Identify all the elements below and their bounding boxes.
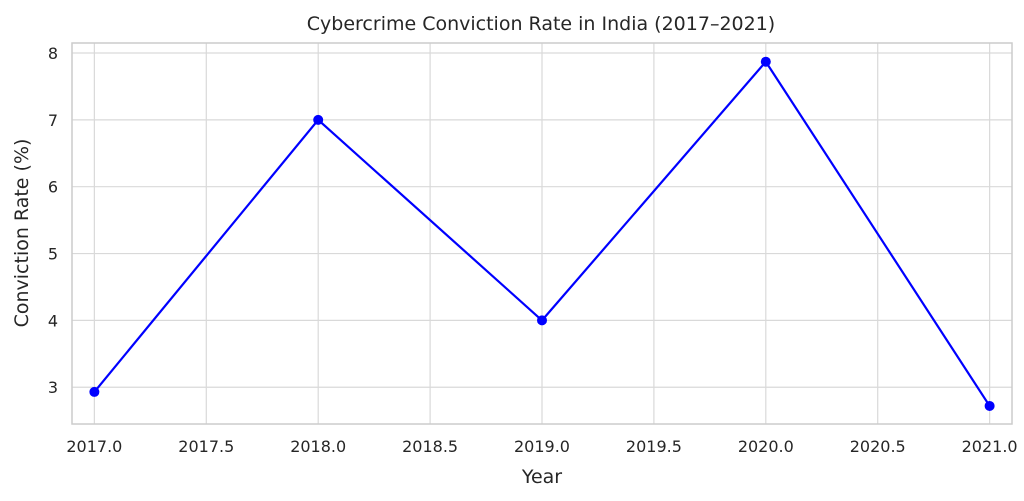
y-tick-label: 3 (48, 378, 58, 397)
series-layer (89, 56, 995, 411)
y-tick-labels: 3 4 5 6 7 8 (48, 44, 58, 397)
x-tick-labels: 2017.0 2017.5 2018.0 2018.5 2019.0 2019.5 2020… (66, 437, 1017, 456)
x-tick-label: 2020.5 (850, 437, 906, 456)
chart-title: Cybercrime Conviction Rate in India (201… (307, 13, 775, 35)
x-tick-label: 2020.0 (738, 437, 794, 456)
y-tick-label: 8 (48, 44, 58, 63)
x-tick-label: 2018.5 (402, 437, 458, 456)
x-tick-label: 2021.0 (962, 437, 1018, 456)
plot-frame (71, 42, 1013, 425)
y-tick-label: 6 (48, 178, 58, 197)
x-tick-label: 2019.5 (626, 437, 682, 456)
x-tick-label: 2017.0 (66, 437, 122, 456)
y-tick-label: 4 (48, 311, 58, 330)
data-point (537, 315, 547, 326)
y-tick-label: 7 (48, 111, 58, 130)
x-tick-label: 2018.0 (290, 437, 346, 456)
x-tick-label: 2019.0 (514, 437, 570, 456)
data-point (313, 114, 324, 125)
data-point (89, 386, 100, 397)
y-axis-label: Conviction Rate (%) (11, 139, 33, 328)
data-point (984, 400, 995, 411)
grid-layer (72, 43, 1012, 424)
x-tick-label: 2017.5 (178, 437, 234, 456)
y-tick-label: 5 (48, 245, 58, 264)
data-point (760, 56, 771, 67)
x-axis-label: Year (521, 466, 562, 488)
